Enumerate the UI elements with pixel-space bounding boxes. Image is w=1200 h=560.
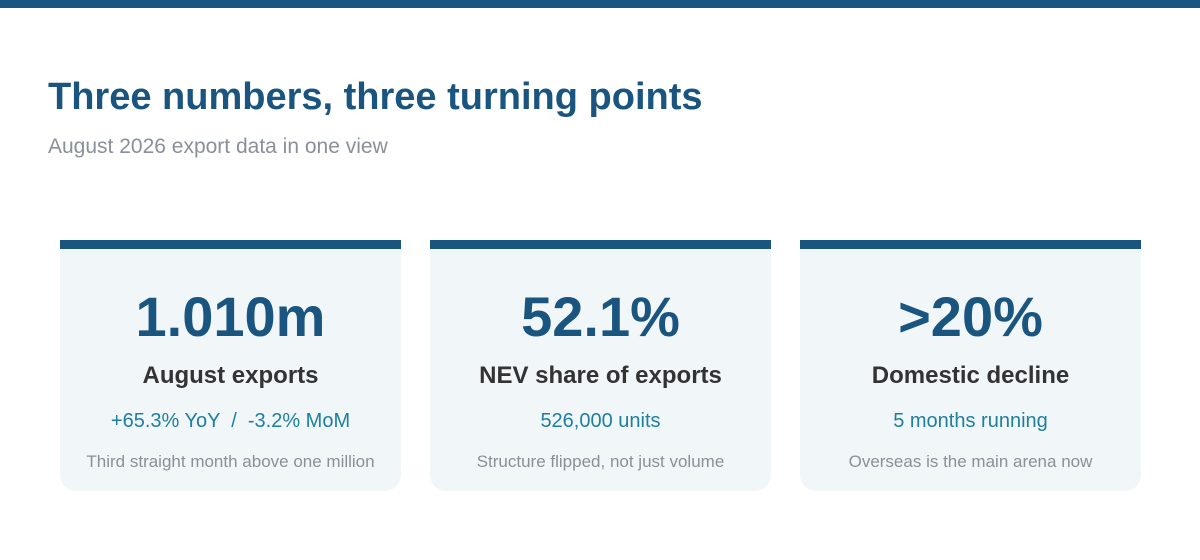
- stat-card: >20% Domestic decline 5 months running Over…: [800, 240, 1141, 491]
- subtitle: August 2026 export data in one view: [48, 135, 388, 158]
- stat-label: August exports: [142, 362, 319, 389]
- stat-note: Structure flipped, not just volume: [476, 452, 725, 471]
- stat-value: 52.1%: [521, 285, 680, 348]
- cards: 1.010m August exports +65.3% YoY / -3.2% M…: [60, 240, 1141, 491]
- title: Three numbers, three turning points: [48, 76, 703, 118]
- stat-label: Domestic decline: [871, 362, 1070, 389]
- stat-card: 1.010m August exports +65.3% YoY / -3.2% M…: [60, 240, 401, 491]
- stat-value: >20%: [898, 285, 1043, 348]
- stat-value: 1.010m: [135, 285, 326, 348]
- stat-note: Third straight month above one million: [86, 452, 375, 471]
- top-bar: [0, 0, 1200, 8]
- stat-card: 52.1% NEV share of exports 526,000 units St…: [430, 240, 771, 491]
- stat-note: Overseas is the main arena now: [848, 452, 1093, 471]
- stat-label: NEV share of exports: [479, 362, 722, 389]
- stat-detail: 5 months running: [893, 410, 1048, 432]
- stat-detail: +65.3% YoY / -3.2% MoM: [110, 410, 351, 432]
- stat-detail: 526,000 units: [540, 410, 661, 432]
